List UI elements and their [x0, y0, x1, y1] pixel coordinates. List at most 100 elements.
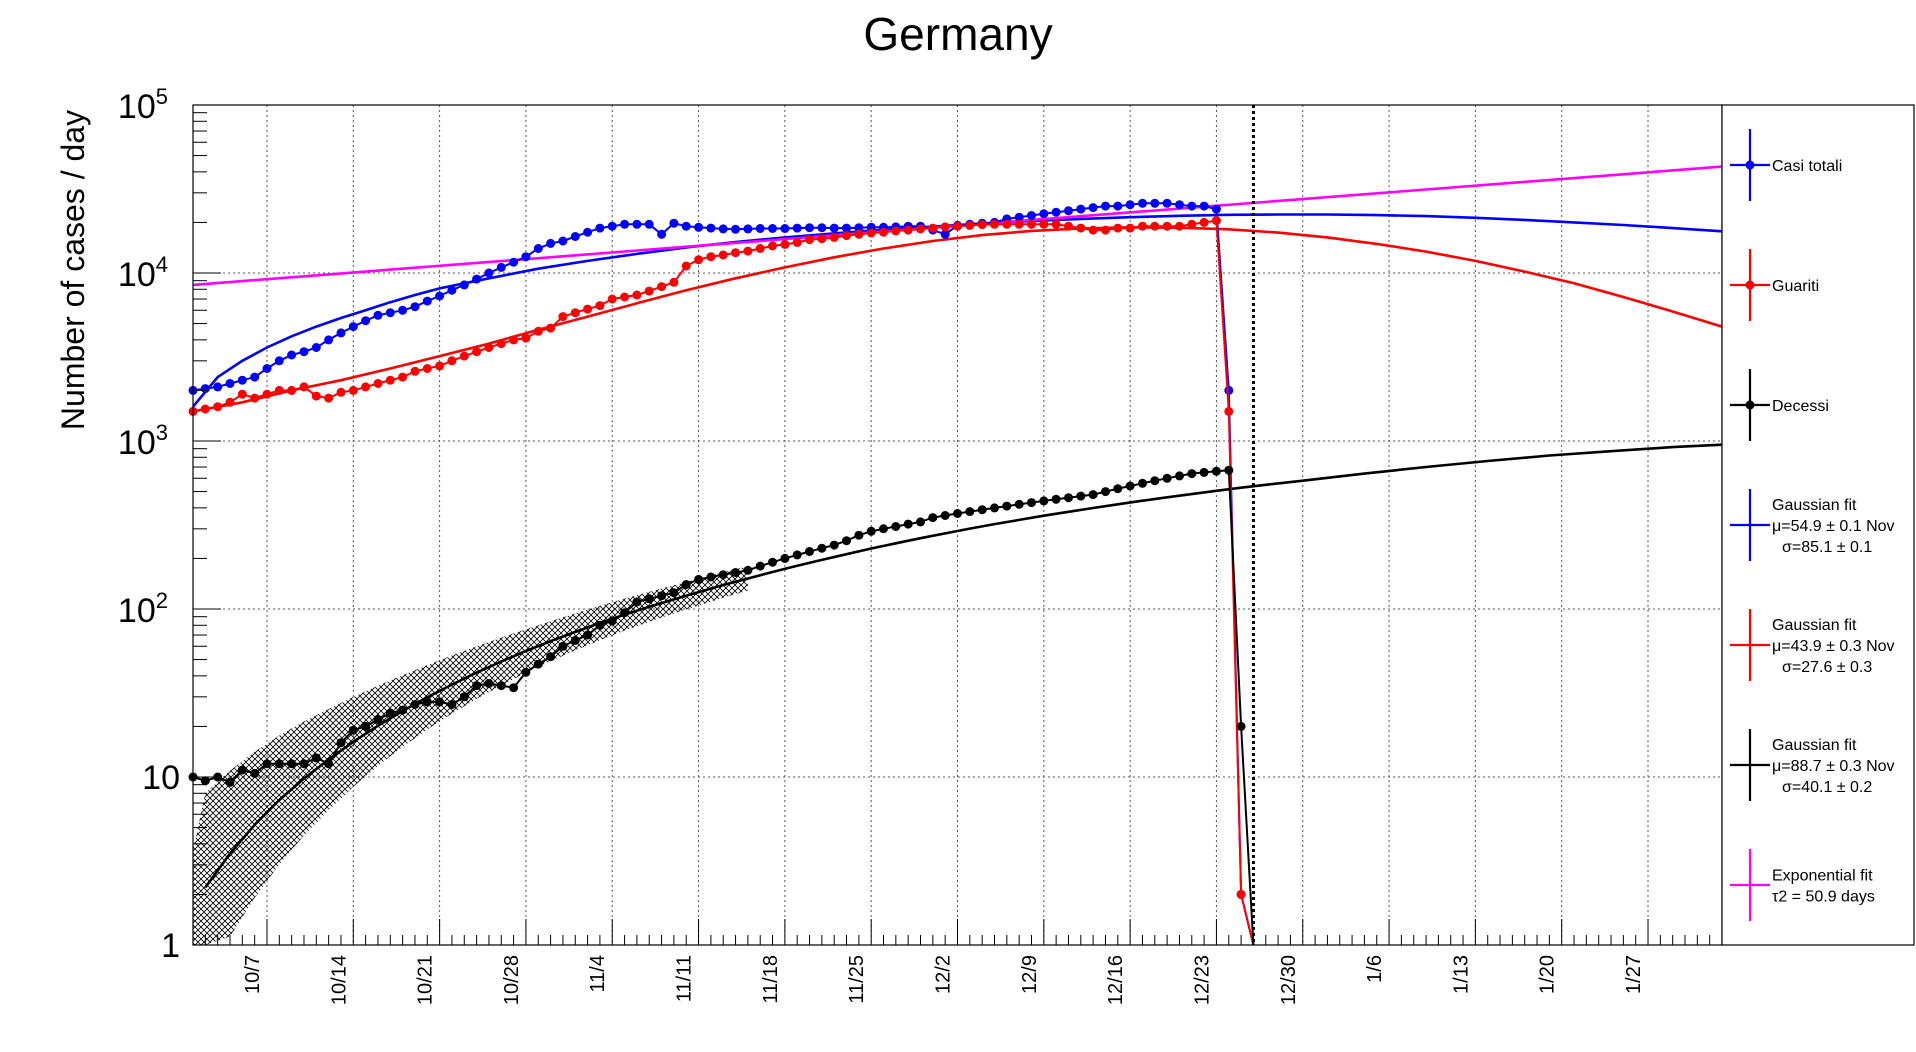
y-tick-label: 1	[161, 927, 180, 965]
decessi-point	[1162, 473, 1172, 483]
decessi-point	[1187, 469, 1197, 479]
decessi-point	[496, 681, 506, 691]
casi-totali-point	[644, 219, 654, 229]
decessi-point	[755, 561, 765, 571]
legend: Casi totali Guariti Decessi Gaussian fit μ=5…	[1721, 104, 1915, 946]
decessi-point	[694, 574, 704, 584]
decessi-point	[903, 519, 913, 529]
casi-totali-point	[1014, 212, 1024, 222]
casi-totali-point	[521, 252, 531, 262]
guariti-point	[595, 301, 605, 311]
axes: 1 10 102 103 104 105 10/7 10/14 10/21 10/28 11/4 11…	[118, 84, 1723, 1005]
decessi-point	[620, 608, 630, 618]
x-tick-label: 10/28	[501, 955, 523, 1005]
casi-totali-point	[250, 372, 260, 382]
x-tick-label: 10/21	[415, 955, 437, 1005]
guariti-point	[817, 234, 827, 244]
decessi-point	[324, 759, 334, 769]
x-tick-label: 1/20	[1537, 955, 1559, 994]
decessi-point	[546, 652, 556, 662]
decessi-point	[435, 697, 445, 707]
casi-totali-point	[1039, 209, 1049, 219]
guariti-point	[1113, 223, 1123, 233]
guariti-point	[644, 286, 654, 296]
guariti-point	[1064, 221, 1073, 231]
guariti-point	[250, 393, 260, 403]
decessi-point	[1150, 476, 1160, 486]
x-tick-label: 12/9	[1019, 955, 1041, 994]
casi-totali-point	[348, 322, 358, 332]
decessi-point	[1014, 499, 1024, 509]
decessi-point	[1002, 501, 1012, 511]
casi-totali-point	[385, 308, 395, 318]
decessi-point	[866, 526, 876, 536]
guariti-point	[299, 382, 309, 392]
guariti-point	[768, 241, 777, 251]
guariti-point	[977, 220, 987, 230]
chart-title: Germany	[863, 8, 1052, 60]
x-tick-label: 11/18	[760, 955, 782, 1004]
decessi-point	[965, 507, 975, 517]
legend-label: μ=54.9 ± 0.1 Nov	[1772, 518, 1895, 535]
guariti-point	[213, 402, 223, 412]
casi-totali-point	[755, 224, 765, 233]
casi-totali-point	[632, 219, 642, 229]
casi-totali-point	[1224, 385, 1234, 395]
decessi-point	[607, 616, 617, 626]
legend-label: Casi totali	[1772, 158, 1842, 175]
decessi-point	[953, 509, 962, 518]
guariti-point	[336, 387, 346, 397]
legend-label: Exponential fit	[1772, 868, 1873, 885]
casi-totali-point	[1187, 201, 1197, 211]
decessi-point	[1051, 494, 1061, 504]
casi-totali-point	[299, 347, 309, 357]
y-tick-label: 102	[118, 588, 168, 630]
guariti-point	[1150, 221, 1160, 231]
guariti-point	[718, 250, 728, 260]
x-tick-label: 1/27	[1623, 955, 1645, 994]
guariti-point	[324, 393, 334, 403]
guariti-point	[1162, 221, 1172, 231]
guariti-point	[842, 231, 851, 241]
decessi-point	[780, 553, 790, 563]
decessi-point	[681, 580, 691, 589]
casi-totali-point	[805, 223, 814, 233]
casi-totali-point	[311, 343, 321, 352]
guariti-point	[1039, 219, 1049, 229]
decessi-point	[447, 700, 457, 709]
casi-totali-point	[1101, 201, 1110, 211]
casi-totali-point	[583, 227, 593, 237]
decessi-point	[644, 594, 654, 604]
casi-totali-point	[361, 316, 371, 326]
guariti-point	[829, 232, 839, 242]
decessi-point	[348, 725, 358, 735]
guariti-point	[854, 229, 864, 239]
decessi-point	[879, 524, 888, 534]
decessi-point	[1039, 496, 1049, 506]
guariti-point	[669, 277, 679, 287]
decessi-point	[373, 715, 383, 724]
guariti-point	[1002, 219, 1012, 229]
guariti-point	[681, 261, 691, 271]
y-tick-label: 104	[118, 252, 168, 294]
guariti-point	[533, 326, 543, 336]
legend-label: μ=43.9 ± 0.3 Nov	[1772, 638, 1895, 655]
casi-totali-point	[1051, 207, 1061, 217]
decessi-point	[1101, 487, 1110, 497]
decessi-point	[385, 708, 395, 718]
legend-label: μ=88.7 ± 0.3 Nov	[1772, 758, 1895, 775]
guariti-point	[237, 389, 247, 399]
legend-label: Gaussian fit	[1772, 497, 1857, 514]
casi-totali-point	[509, 257, 519, 267]
casi-totali-point	[718, 224, 728, 234]
casi-totali-point	[1064, 206, 1073, 216]
guariti-point	[459, 351, 469, 361]
casi-totali-point	[262, 364, 272, 373]
guariti-gaussian-fit-line	[192, 225, 1723, 413]
decessi-point	[1199, 467, 1209, 477]
decessi-point	[459, 692, 469, 702]
guariti-point	[990, 219, 999, 229]
legend-marker-dot	[1745, 160, 1755, 170]
guariti-point	[1076, 223, 1086, 233]
decessi-point	[250, 768, 260, 778]
